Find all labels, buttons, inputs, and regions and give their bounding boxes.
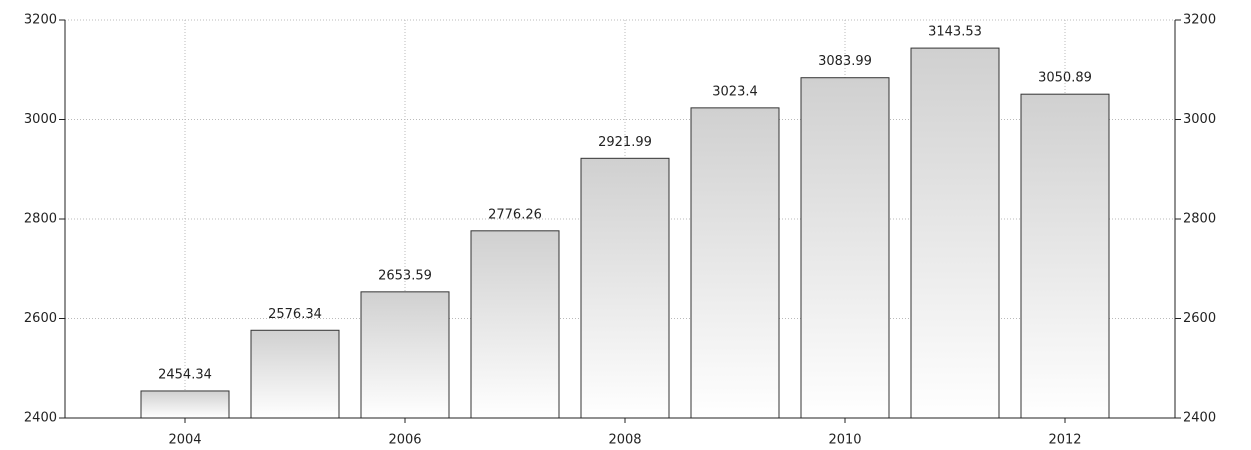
y2-tick-label: 3200 bbox=[1183, 13, 1216, 28]
y-tick-label: 2800 bbox=[24, 212, 57, 227]
y2-tick-label: 2800 bbox=[1183, 212, 1216, 227]
bar bbox=[1020, 93, 1110, 419]
bar bbox=[910, 47, 1000, 419]
bar bbox=[580, 157, 670, 419]
value-label: 2653.59 bbox=[378, 268, 432, 283]
bar bbox=[140, 390, 230, 419]
y-tick-label: 2400 bbox=[24, 411, 57, 426]
value-label: 3023.4 bbox=[712, 84, 758, 99]
bar bbox=[800, 77, 890, 419]
bar bbox=[360, 291, 450, 419]
x-tick-label: 2006 bbox=[388, 433, 421, 448]
y-tick-label: 2600 bbox=[24, 311, 57, 326]
value-label: 3050.89 bbox=[1038, 71, 1092, 86]
y2-tick-label: 2600 bbox=[1183, 311, 1216, 326]
x-tick-label: 2008 bbox=[608, 433, 641, 448]
y-tick-label: 3000 bbox=[24, 112, 57, 127]
value-label: 3083.99 bbox=[818, 54, 872, 69]
x-tick-label: 2004 bbox=[168, 433, 201, 448]
bar bbox=[690, 107, 780, 419]
x-tick-label: 2012 bbox=[1048, 433, 1081, 448]
bar bbox=[250, 329, 340, 419]
y2-tick-label: 3000 bbox=[1183, 112, 1216, 127]
value-label: 2576.34 bbox=[268, 307, 322, 322]
y2-tick-label: 2400 bbox=[1183, 411, 1216, 426]
x-tick-label: 2010 bbox=[828, 433, 861, 448]
bar bbox=[470, 230, 560, 419]
value-label: 2454.34 bbox=[158, 367, 212, 382]
value-label: 2921.99 bbox=[598, 135, 652, 150]
y-tick-label: 3200 bbox=[24, 13, 57, 28]
value-label: 2776.26 bbox=[488, 207, 542, 222]
value-label: 3143.53 bbox=[928, 25, 982, 40]
